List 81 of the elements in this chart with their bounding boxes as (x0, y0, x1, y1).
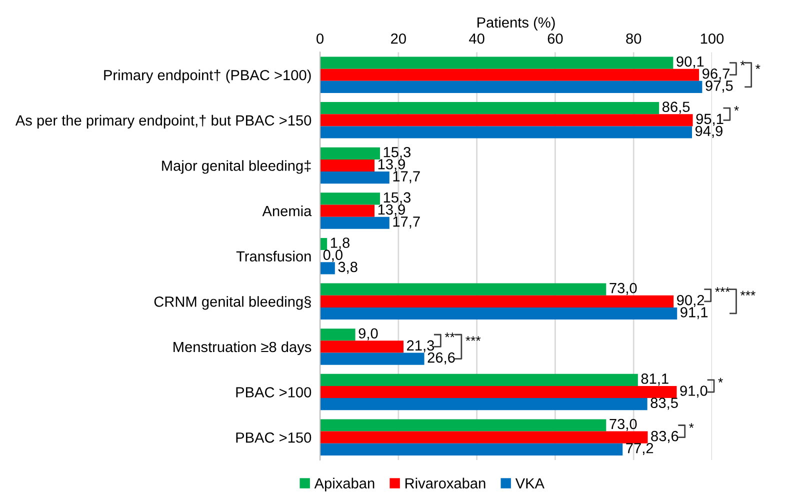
bar (320, 216, 390, 229)
data-label: 13,9 (378, 159, 405, 172)
data-label: 91,1 (680, 307, 708, 320)
data-label: 73,0 (610, 418, 637, 431)
bar (320, 374, 638, 386)
bar (320, 147, 380, 160)
data-label: 96,7 (702, 68, 730, 80)
data-label: 0,0 (323, 250, 342, 262)
data-label: 97,5 (706, 80, 733, 93)
y-tick-label: PBAC >100 (236, 387, 312, 398)
data-label: 83,6 (651, 430, 678, 443)
x-tick-label: 60 (548, 33, 563, 44)
bar (320, 352, 424, 365)
data-label: 15,3 (384, 146, 411, 160)
bar (320, 102, 660, 114)
legend-label: Rivaroxaban (405, 478, 486, 489)
bar (320, 238, 328, 250)
y-tick-label: PBAC >150 (236, 432, 312, 443)
bar (320, 56, 674, 69)
bar (320, 172, 390, 184)
bar (320, 262, 335, 274)
data-label: 1,8 (330, 238, 350, 250)
bar (320, 419, 606, 432)
data-label: 17,7 (393, 171, 420, 184)
x-axis-title: Patients (%) (477, 16, 555, 31)
bar (320, 386, 677, 398)
data-label: 94,9 (695, 126, 722, 138)
bar (320, 443, 623, 456)
bar (320, 204, 375, 217)
data-label: 91,0 (680, 386, 708, 398)
data-label: 86,5 (662, 102, 690, 114)
bar (320, 114, 693, 126)
data-label: 17,7 (393, 216, 420, 229)
data-label: 13,9 (378, 204, 405, 216)
bar (320, 398, 648, 410)
y-tick-label: CRNM genital bleeding§ (154, 296, 311, 310)
x-tick-label: 100 (700, 33, 724, 44)
bar (320, 307, 678, 320)
text: *** (715, 287, 730, 292)
data-label: 95,1 (696, 114, 724, 126)
data-label: 26,6 (428, 352, 455, 364)
y-tick-label: As per the primary endpoint,† but PBAC >150 (15, 114, 312, 128)
bar (320, 192, 380, 205)
x-tick-label: 0 (316, 33, 324, 44)
bar (320, 68, 700, 81)
legend-label: VKA (515, 478, 544, 488)
y-tick-label: Primary endpoint† (PBAC >100) (104, 70, 311, 84)
x-tick-label: 80 (626, 33, 642, 44)
annotation: *** (466, 336, 481, 341)
text: * (740, 60, 746, 66)
annotation: ** (444, 332, 455, 338)
y-tick-label: Major genital bleeding‡ (162, 160, 311, 174)
x-tick-label: 20 (391, 33, 406, 44)
bar (320, 159, 375, 172)
data-label: 90,1 (676, 56, 704, 68)
bar (320, 340, 404, 353)
data-label: 9,0 (358, 328, 378, 340)
data-label: 21,3 (407, 340, 434, 352)
bar (320, 431, 648, 444)
data-label: 15,3 (384, 192, 411, 204)
y-tick-label: Anemia (262, 206, 312, 216)
annotation: * (689, 423, 694, 428)
text: * (734, 106, 739, 111)
data-label: 3,8 (338, 262, 358, 274)
data-label: 77,2 (626, 443, 654, 456)
data-label: 73,0 (610, 282, 637, 295)
text: * (756, 64, 760, 69)
text: * (718, 378, 723, 383)
y-tick-label: Menstruation ≥8 days (174, 341, 312, 356)
bar (320, 283, 606, 296)
legend-label: Apixaban (314, 478, 374, 492)
bar (320, 295, 674, 308)
bar (320, 126, 692, 138)
y-tick-label: Transfusion (236, 250, 311, 262)
data-label: 83,5 (650, 398, 678, 410)
bar (320, 328, 356, 341)
bar (320, 80, 702, 93)
text: *** (740, 290, 756, 296)
x-tick-label: 40 (469, 33, 484, 44)
data-label: 81,1 (641, 374, 668, 386)
data-label: 90,2 (677, 294, 704, 308)
